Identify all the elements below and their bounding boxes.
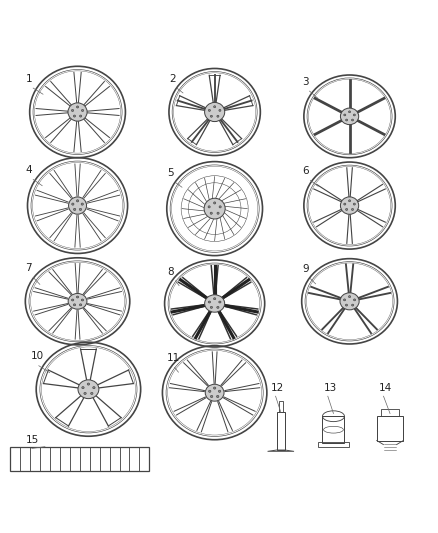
Ellipse shape: [204, 198, 225, 219]
Ellipse shape: [72, 203, 74, 205]
Text: 8: 8: [168, 266, 174, 277]
Bar: [318, 442, 349, 447]
Text: 11: 11: [167, 353, 180, 363]
Ellipse shape: [210, 115, 212, 117]
Ellipse shape: [353, 203, 355, 205]
Bar: [377, 416, 403, 440]
Ellipse shape: [214, 106, 215, 108]
Ellipse shape: [91, 392, 93, 394]
Text: 7: 7: [25, 263, 32, 273]
Ellipse shape: [205, 384, 224, 401]
Ellipse shape: [210, 212, 212, 214]
Text: 4: 4: [25, 165, 32, 175]
Ellipse shape: [210, 306, 212, 309]
Ellipse shape: [346, 304, 347, 306]
Ellipse shape: [349, 200, 350, 202]
Ellipse shape: [340, 293, 359, 310]
Ellipse shape: [219, 206, 221, 208]
Text: 12: 12: [271, 383, 284, 393]
Ellipse shape: [81, 203, 83, 205]
Ellipse shape: [349, 296, 351, 297]
Bar: [279, 401, 283, 412]
Text: 1: 1: [25, 74, 32, 84]
Ellipse shape: [349, 111, 350, 113]
Ellipse shape: [346, 208, 348, 211]
Ellipse shape: [82, 386, 84, 389]
Text: 3: 3: [302, 77, 308, 87]
Ellipse shape: [74, 115, 75, 117]
Ellipse shape: [344, 114, 346, 116]
Ellipse shape: [217, 306, 219, 309]
Ellipse shape: [78, 380, 99, 399]
Ellipse shape: [208, 109, 210, 111]
Ellipse shape: [214, 202, 216, 204]
Ellipse shape: [68, 294, 87, 309]
Ellipse shape: [351, 119, 353, 121]
Ellipse shape: [93, 386, 95, 389]
Bar: [381, 409, 399, 416]
Ellipse shape: [217, 115, 219, 117]
Text: 13: 13: [323, 383, 337, 393]
Ellipse shape: [213, 387, 216, 389]
Ellipse shape: [340, 108, 359, 125]
Ellipse shape: [210, 395, 213, 398]
Text: 10: 10: [31, 351, 44, 361]
Ellipse shape: [73, 304, 76, 306]
Bar: [322, 416, 344, 443]
Ellipse shape: [346, 119, 348, 121]
Ellipse shape: [343, 299, 346, 301]
Bar: [277, 412, 285, 450]
Ellipse shape: [217, 212, 219, 214]
Ellipse shape: [205, 102, 225, 122]
Ellipse shape: [68, 103, 87, 121]
Ellipse shape: [353, 299, 356, 301]
Ellipse shape: [79, 208, 81, 211]
Ellipse shape: [344, 203, 346, 205]
Text: 2: 2: [169, 74, 176, 84]
Ellipse shape: [71, 299, 74, 301]
Ellipse shape: [351, 208, 353, 211]
Ellipse shape: [340, 197, 359, 214]
Ellipse shape: [84, 392, 86, 394]
Text: 14: 14: [379, 383, 392, 393]
Ellipse shape: [219, 390, 221, 392]
Ellipse shape: [219, 301, 221, 303]
Ellipse shape: [68, 197, 87, 214]
Ellipse shape: [77, 106, 79, 108]
Text: 5: 5: [168, 168, 174, 178]
Ellipse shape: [213, 298, 216, 300]
Ellipse shape: [81, 299, 84, 301]
Ellipse shape: [208, 301, 211, 303]
Ellipse shape: [76, 296, 79, 298]
Ellipse shape: [352, 304, 354, 306]
Ellipse shape: [74, 208, 76, 211]
Ellipse shape: [353, 114, 355, 116]
Ellipse shape: [208, 206, 210, 208]
Ellipse shape: [76, 200, 79, 202]
Ellipse shape: [71, 109, 74, 111]
Ellipse shape: [80, 115, 82, 117]
Ellipse shape: [81, 109, 84, 111]
Ellipse shape: [208, 390, 211, 392]
Ellipse shape: [87, 383, 90, 385]
Ellipse shape: [219, 109, 221, 111]
Bar: [10, 447, 149, 471]
Ellipse shape: [216, 395, 219, 398]
Text: 15: 15: [25, 435, 39, 445]
Ellipse shape: [205, 295, 225, 312]
Text: 9: 9: [303, 264, 309, 274]
Text: 6: 6: [303, 166, 309, 176]
Ellipse shape: [79, 304, 82, 306]
